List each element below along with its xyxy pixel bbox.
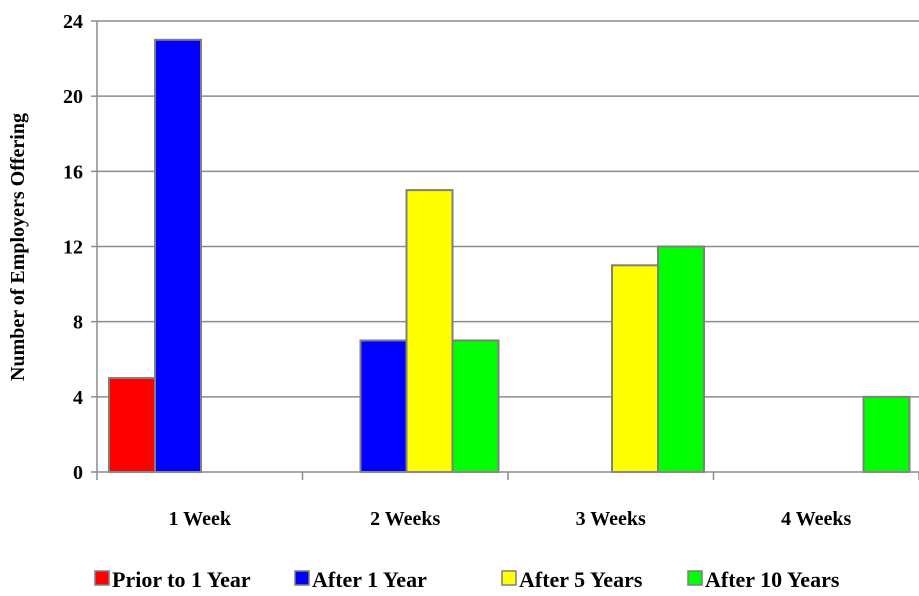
bar-after-5-years-2	[611, 264, 659, 473]
x-tick-label: 1 Week	[169, 508, 232, 530]
bar-prior-to-1-year-0	[108, 377, 156, 473]
y-axis-title: Number of Employers Offering	[7, 113, 29, 381]
y-axis-ticks: 0 4 8 12 16 20 24	[63, 11, 97, 484]
bar-after-1-year-1	[359, 339, 408, 474]
y-tick-label: 4	[73, 387, 83, 409]
x-tick-label: 2 Weeks	[370, 508, 440, 530]
bar-after-5-years-1	[405, 189, 454, 473]
gridlines	[97, 20, 919, 398]
x-tick-label: 3 Weeks	[576, 508, 646, 530]
x-axis-ticks: 1 Week 2 Weeks 3 Weeks 4 Weeks	[96, 472, 919, 530]
x-tick-label: 4 Weeks	[781, 508, 851, 530]
y-tick-label: 0	[73, 462, 83, 484]
y-tick-label: 24	[63, 11, 83, 33]
legend-swatch	[501, 570, 517, 586]
legend-label: After 10 Years	[705, 567, 840, 592]
bar-after-10-years-1	[451, 339, 500, 474]
y-tick-label: 20	[63, 86, 83, 108]
y-tick-label: 12	[63, 237, 83, 259]
bar-after-1-year-0	[154, 38, 202, 474]
legend-label: After 1 Year	[312, 567, 427, 592]
bar-after-10-years-2	[657, 245, 705, 473]
legend-swatch	[687, 570, 703, 586]
legend-label: Prior to 1 Year	[112, 567, 251, 592]
legend-label: After 5 Years	[519, 567, 643, 592]
y-tick-label: 16	[63, 161, 83, 183]
legend-swatch	[294, 570, 310, 586]
legend: Prior to 1 Year After 1 Year After 5 Years…	[94, 567, 840, 592]
y-tick-label: 8	[73, 312, 83, 334]
legend-swatch	[94, 570, 110, 586]
bar-after-10-years-3	[862, 395, 911, 474]
bars	[108, 38, 911, 474]
